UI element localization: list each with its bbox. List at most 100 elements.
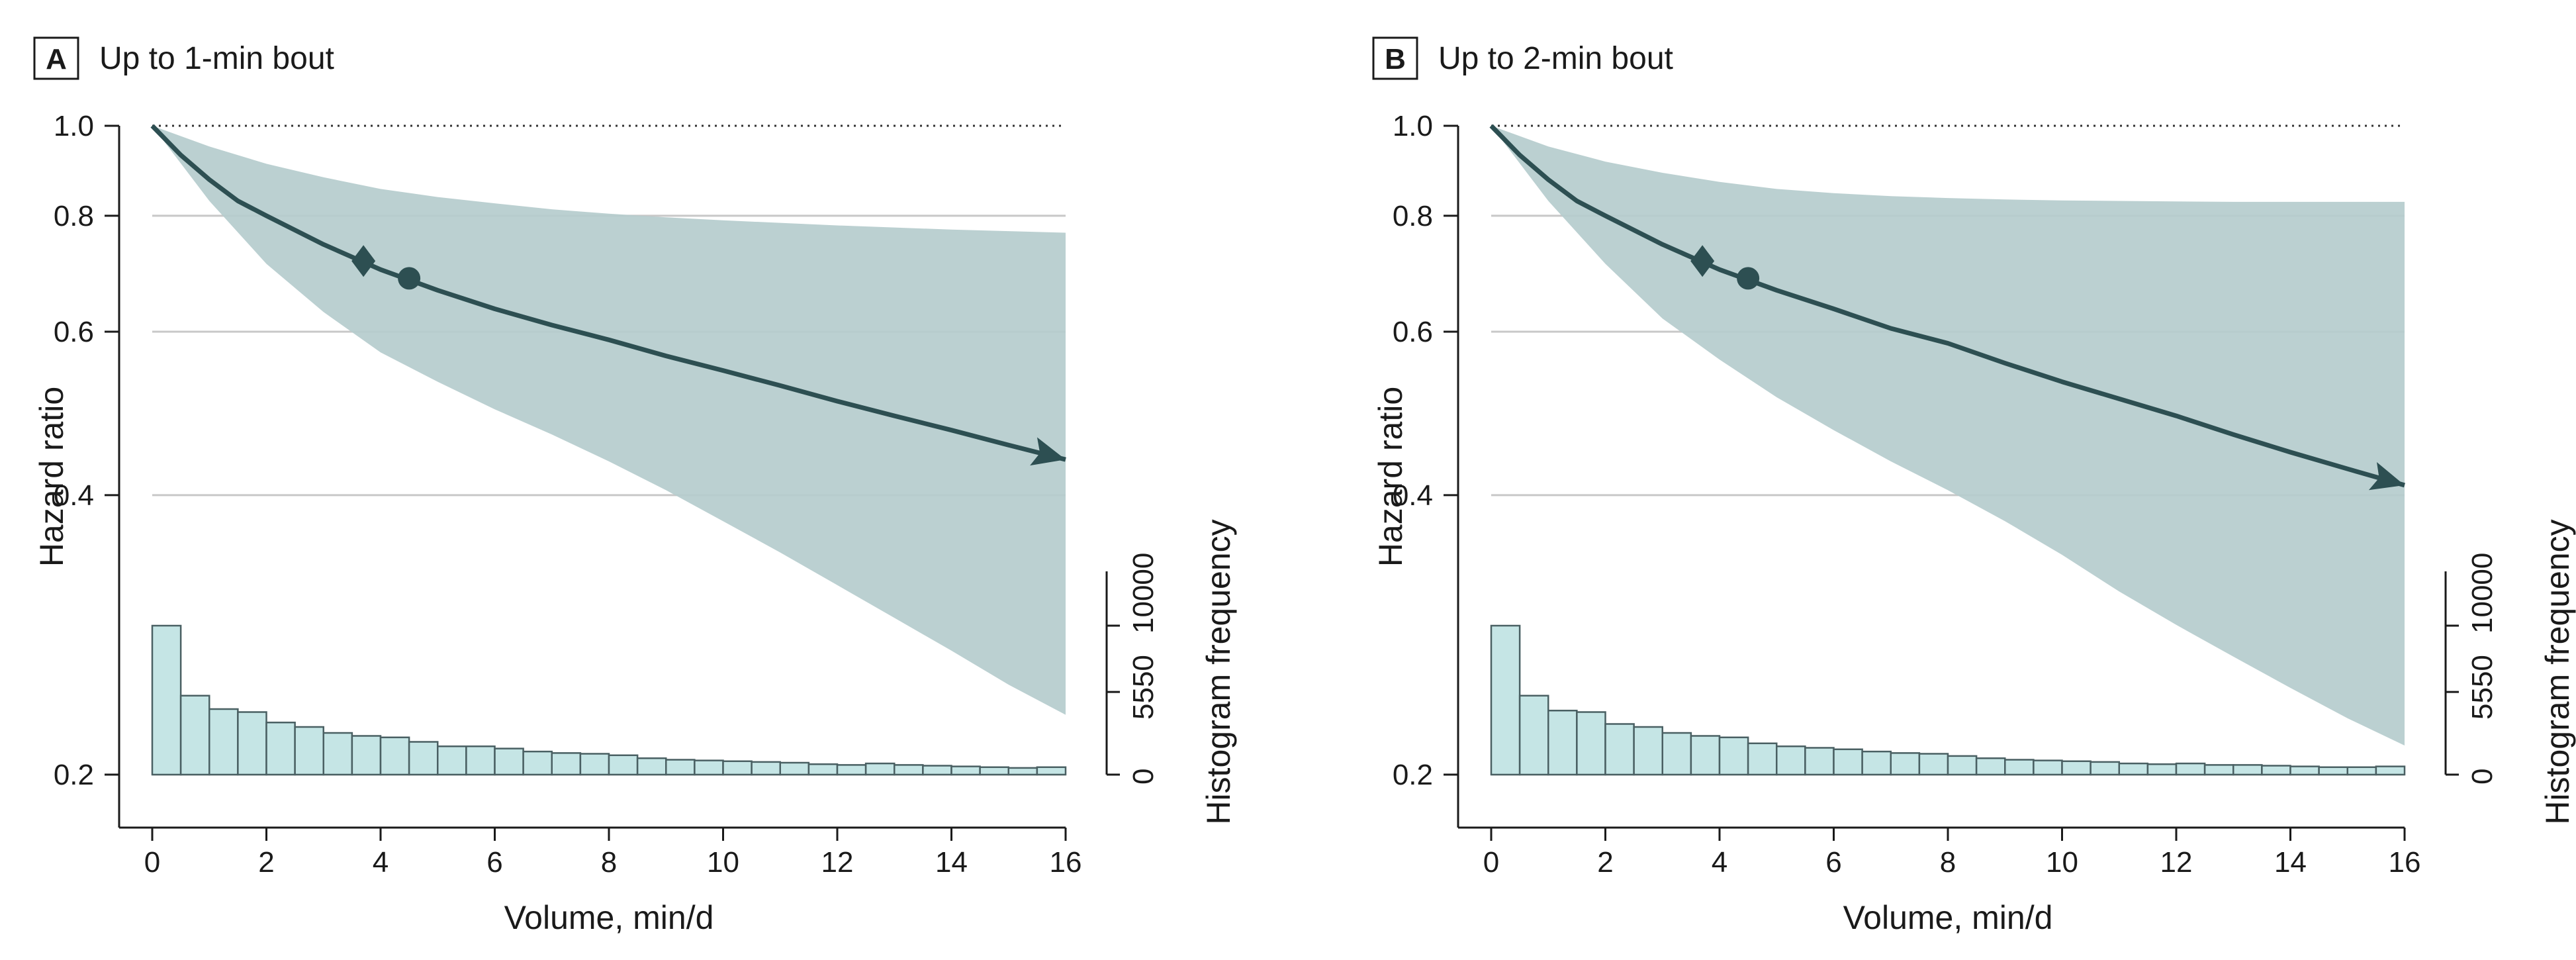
histogram-bar — [2033, 759, 2063, 776]
histogram-bar — [950, 765, 981, 776]
histogram-bar — [322, 732, 353, 776]
histogram-bar — [465, 745, 496, 776]
histogram-bar — [1975, 757, 2006, 776]
x-tick-label: 14 — [935, 846, 968, 879]
histogram-bar — [1918, 753, 1949, 776]
panel-letter: B — [1385, 43, 1406, 75]
histogram-bar — [2232, 764, 2263, 776]
histogram-bar — [1718, 736, 1749, 776]
panel-title: Up to 1-min bout — [99, 41, 334, 76]
circle-marker — [398, 267, 421, 290]
confidence-band — [152, 126, 1066, 715]
chart-panel-b: 0.2 0.4 0.6 0.8 1.0 0 2 4 6 8 10 12 14 16 0 5550 10000 Vo… — [1372, 36, 2576, 936]
histogram-bar — [237, 711, 267, 776]
y-axis-label: Hazard ratio — [33, 387, 70, 567]
histogram-bar — [2203, 764, 2234, 776]
histogram-bar — [751, 761, 781, 776]
chart-panel-a: 0.2 0.4 0.6 0.8 1.0 0 2 4 6 8 10 12 14 16 0 5550 10000 Vo… — [33, 36, 1237, 936]
histogram-bar — [894, 764, 924, 776]
confidence-band — [1491, 126, 2405, 745]
histogram-bar — [379, 736, 410, 776]
y-tick-label: 0.2 — [1393, 759, 1433, 791]
histogram-bar — [551, 752, 582, 776]
hazard-curve — [150, 124, 1066, 462]
x-tick-label: 8 — [1940, 846, 1956, 879]
curve-arrowhead — [2368, 461, 2405, 491]
histogram-bar — [1547, 710, 1578, 776]
histogram-bar — [2346, 766, 2377, 776]
y-tick-label: 0.6 — [54, 316, 94, 348]
histogram-bar — [2375, 765, 2406, 776]
histogram-bar — [722, 760, 753, 776]
histogram-bar — [864, 762, 896, 776]
histogram-bar — [208, 708, 239, 776]
y-tick-label: 0.4 — [1393, 479, 1433, 512]
histogram-bar — [2004, 759, 2035, 776]
panel-letter-box — [1372, 36, 1418, 80]
histogram-bar — [437, 745, 467, 776]
histogram-bar — [2289, 765, 2320, 776]
histogram-bar — [179, 695, 210, 776]
histogram-bar — [1833, 748, 1863, 776]
histogram-bar — [1947, 755, 1978, 776]
x-tick-label: 10 — [2046, 846, 2078, 879]
histogram-bar — [1604, 723, 1635, 776]
histogram-tick-label: 10000 — [2466, 553, 2499, 634]
histogram-bar — [494, 747, 524, 776]
histogram-bar — [579, 753, 610, 776]
x-tick-label: 16 — [1050, 846, 1082, 879]
histogram-axis-label: Histogram frequency — [1200, 519, 1237, 824]
histogram-bar — [2061, 760, 2092, 776]
histogram-tick-label: 0 — [2466, 769, 2499, 785]
histogram-bar — [979, 766, 1009, 776]
histogram-bar — [151, 624, 182, 776]
y-tick-label: 0.8 — [1393, 200, 1433, 232]
diamond-marker — [351, 245, 376, 277]
histogram-bar — [779, 761, 810, 776]
histogram-bar — [636, 757, 667, 776]
diamond-marker — [1690, 245, 1715, 277]
y-axis-label: Hazard ratio — [1372, 387, 1409, 567]
x-tick-label: 12 — [2160, 846, 2193, 879]
x-tick-label: 6 — [486, 846, 502, 879]
x-tick-label: 4 — [1712, 846, 1727, 879]
histogram-axis-label: Histogram frequency — [2539, 519, 2576, 824]
histogram-bar — [1490, 624, 1521, 776]
histogram-bar — [1036, 766, 1067, 776]
histogram-bar — [608, 754, 639, 776]
histogram-bar — [694, 759, 724, 776]
x-tick-label: 16 — [2389, 846, 2421, 879]
histogram-bar — [2175, 762, 2206, 776]
histogram-bar — [836, 764, 867, 776]
x-axis-label: Volume, min/d — [504, 899, 714, 936]
y-tick-label: 1.0 — [1393, 110, 1433, 142]
histogram-tick-label: 10000 — [1127, 553, 1160, 634]
histogram-bar — [807, 763, 839, 776]
y-tick-label: 0.2 — [54, 759, 94, 791]
histogram-tick-label: 5550 — [1127, 655, 1160, 720]
y-tick-label: 0.4 — [54, 479, 94, 512]
histogram-bar — [1804, 747, 1835, 776]
histogram-bar — [1690, 735, 1721, 776]
panel-letter: A — [46, 43, 67, 75]
histogram-bar — [408, 741, 439, 776]
histogram-bar — [522, 750, 553, 776]
x-axis-label: Volume, min/d — [1843, 899, 2053, 936]
histogram-bar — [294, 726, 324, 776]
panel-letter-box — [33, 36, 79, 80]
histogram-bar — [265, 722, 296, 776]
circle-marker — [1737, 267, 1760, 290]
histogram-bar — [2318, 766, 2348, 776]
histogram-bar — [1861, 750, 1892, 776]
histogram-bar — [2118, 762, 2149, 776]
histogram-tick-label: 5550 — [2466, 655, 2499, 720]
hazard-curve — [1489, 124, 2405, 488]
x-tick-label: 10 — [707, 846, 739, 879]
histogram-bar — [351, 735, 382, 776]
curve-arrowhead — [1030, 437, 1066, 466]
histogram-bar — [1661, 732, 1692, 776]
histogram-tick-label: 0 — [1127, 769, 1160, 785]
histogram-bar — [2090, 761, 2120, 776]
x-tick-label: 6 — [1825, 846, 1841, 879]
